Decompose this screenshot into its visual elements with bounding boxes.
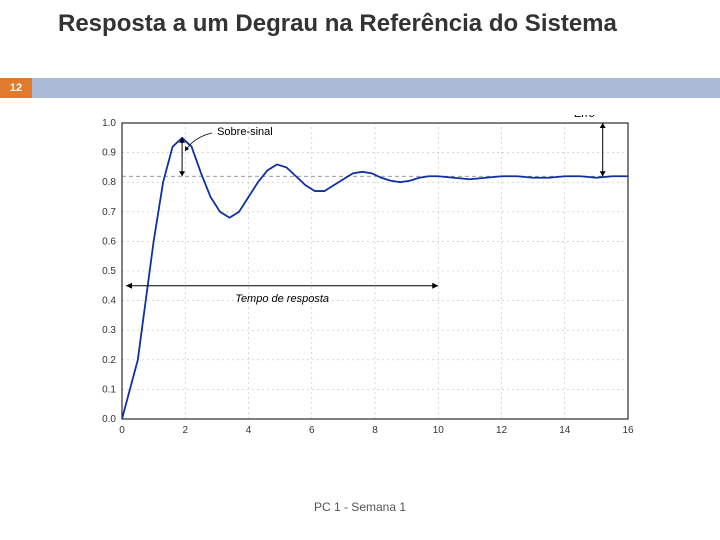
svg-text:0.1: 0.1 (102, 384, 116, 395)
page-title: Resposta a um Degrau na Referência do Si… (58, 10, 658, 38)
footer-text: PC 1 - Semana 1 (0, 500, 720, 514)
svg-text:10: 10 (433, 425, 445, 436)
svg-text:Tempo de resposta: Tempo de resposta (235, 293, 329, 305)
svg-text:0.7: 0.7 (102, 207, 116, 218)
svg-text:0.3: 0.3 (102, 325, 116, 336)
svg-text:0: 0 (119, 425, 125, 436)
svg-text:0.5: 0.5 (102, 266, 116, 277)
svg-text:0.2: 0.2 (102, 355, 116, 366)
svg-text:4: 4 (246, 425, 252, 436)
accent-band (0, 78, 720, 98)
svg-text:6: 6 (309, 425, 315, 436)
step-response-chart: 0.0 0.1 0.2 0.3 0.4 0.5 0.6 0.7 0.8 0.9 1.0 0 2 4 6 8 10… (80, 115, 640, 445)
svg-text:8: 8 (372, 425, 378, 436)
svg-text:12: 12 (496, 425, 508, 436)
svg-text:Erro: Erro (574, 115, 595, 120)
page-number-badge: 12 (0, 78, 32, 98)
svg-text:16: 16 (622, 425, 634, 436)
svg-text:2: 2 (182, 425, 188, 436)
svg-text:14: 14 (559, 425, 571, 436)
svg-text:Sobre-sinal: Sobre-sinal (217, 126, 273, 138)
svg-text:0.8: 0.8 (102, 177, 116, 188)
svg-text:0.9: 0.9 (102, 148, 116, 159)
svg-text:0.4: 0.4 (102, 296, 116, 307)
svg-text:0.6: 0.6 (102, 236, 116, 247)
svg-text:1.0: 1.0 (102, 118, 116, 129)
svg-text:0.0: 0.0 (102, 414, 116, 425)
